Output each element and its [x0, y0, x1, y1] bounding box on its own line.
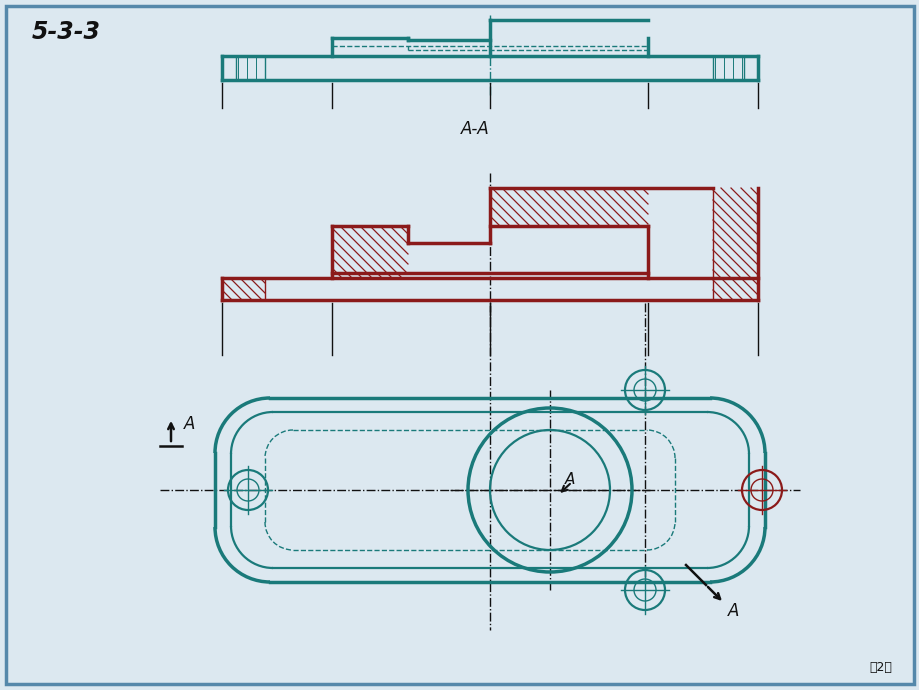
- Text: A-A: A-A: [460, 120, 489, 138]
- Text: A: A: [564, 472, 574, 487]
- Text: 第2页: 第2页: [868, 661, 891, 674]
- Text: A: A: [727, 602, 739, 620]
- Text: 5-3-3: 5-3-3: [32, 20, 101, 44]
- Text: A: A: [184, 415, 195, 433]
- FancyBboxPatch shape: [6, 6, 913, 684]
